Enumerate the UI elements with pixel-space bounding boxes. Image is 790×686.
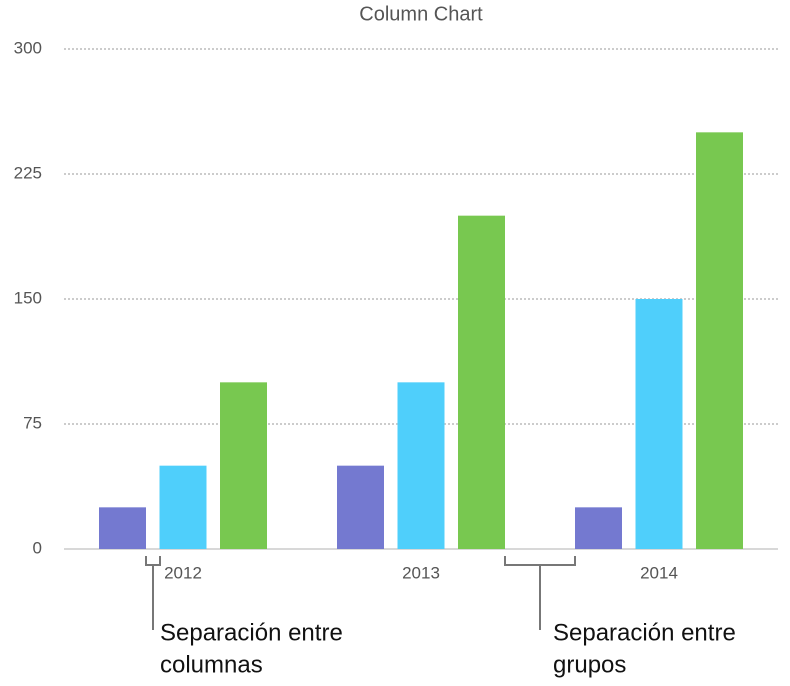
bar bbox=[99, 507, 146, 549]
bar bbox=[397, 382, 445, 549]
bar bbox=[220, 382, 267, 549]
column-gap-bracket bbox=[145, 556, 161, 630]
y-tick-label: 225 bbox=[14, 163, 42, 182]
bar bbox=[635, 299, 683, 549]
x-tick-label: 2013 bbox=[402, 563, 440, 582]
bar bbox=[696, 132, 743, 550]
bar bbox=[337, 465, 384, 549]
bar bbox=[159, 465, 207, 549]
annotation: Separación entre bbox=[160, 619, 343, 646]
x-tick-label: 2012 bbox=[164, 563, 202, 582]
annotation: grupos bbox=[553, 651, 626, 678]
bar bbox=[458, 215, 505, 549]
annotation: Separación entre bbox=[553, 619, 736, 646]
chart-title: Column Chart bbox=[359, 3, 483, 25]
y-tick-label: 0 bbox=[33, 538, 42, 557]
y-tick-label: 300 bbox=[14, 38, 42, 57]
x-tick-label: 2014 bbox=[640, 563, 678, 582]
y-tick-label: 150 bbox=[14, 288, 42, 307]
y-tick-label: 75 bbox=[23, 413, 42, 432]
group-gap-bracket bbox=[504, 556, 576, 630]
annotation: columnas bbox=[160, 651, 263, 678]
bar bbox=[575, 507, 622, 549]
